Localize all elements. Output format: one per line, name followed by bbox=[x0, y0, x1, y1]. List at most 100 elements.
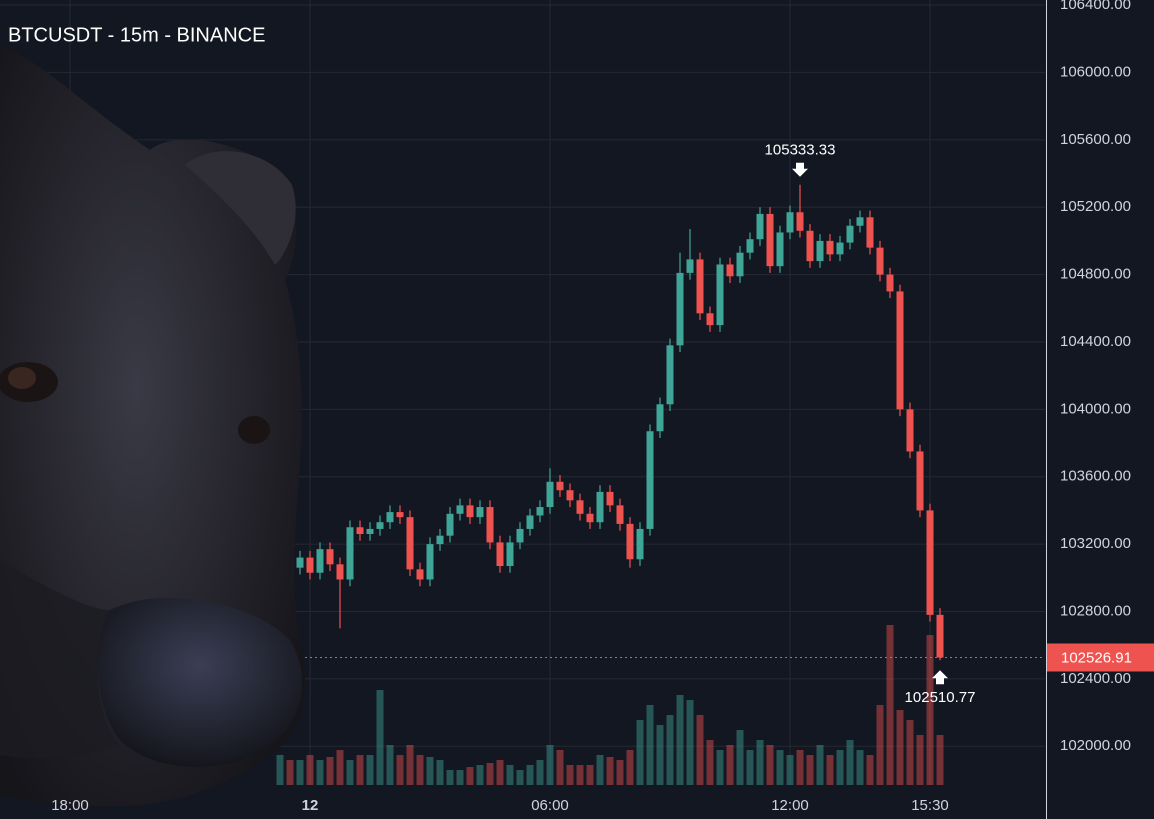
candle-body bbox=[466, 505, 474, 518]
bear-image bbox=[0, 45, 306, 807]
candle-body bbox=[446, 513, 454, 536]
candle-body bbox=[476, 507, 484, 518]
candle-body bbox=[906, 409, 914, 452]
candle-body bbox=[696, 259, 704, 314]
volume-bar bbox=[376, 690, 384, 785]
candle-body bbox=[736, 252, 744, 277]
volume-bar bbox=[616, 760, 624, 785]
candle-body bbox=[676, 272, 684, 346]
volume-bar bbox=[316, 760, 324, 785]
volume-bar bbox=[476, 765, 484, 785]
low-marker-arrow bbox=[932, 670, 948, 685]
candle-body bbox=[876, 247, 884, 275]
volume-bar bbox=[276, 755, 284, 785]
bear-ear bbox=[185, 151, 296, 265]
candle-body bbox=[306, 557, 314, 573]
candle-body bbox=[746, 239, 754, 253]
volume-bar bbox=[466, 767, 474, 785]
candle-body bbox=[776, 232, 784, 267]
volume-bar bbox=[416, 755, 424, 785]
volume-bar bbox=[556, 750, 564, 785]
candle-body bbox=[576, 500, 584, 514]
candle-body bbox=[716, 264, 724, 326]
volume-bar bbox=[756, 740, 764, 785]
volume-bar bbox=[396, 755, 404, 785]
candle-body bbox=[536, 507, 544, 516]
volume-bar bbox=[626, 750, 634, 785]
volume-bar bbox=[846, 740, 854, 785]
volume-bar bbox=[806, 755, 814, 785]
volume-bar bbox=[336, 750, 344, 785]
x-tick-label: 12 bbox=[302, 797, 319, 814]
volume-bar bbox=[786, 755, 794, 785]
volume-bar bbox=[446, 770, 454, 785]
candle-body bbox=[916, 451, 924, 511]
volume-bar bbox=[386, 745, 394, 785]
price-axis-background bbox=[1046, 0, 1154, 819]
volume-bar bbox=[406, 745, 414, 785]
candle-body bbox=[896, 291, 904, 410]
candle-body bbox=[356, 527, 364, 535]
last-price-tag bbox=[1047, 643, 1154, 672]
volume-bar bbox=[866, 755, 874, 785]
volume-bar bbox=[506, 765, 514, 785]
candle-body bbox=[846, 225, 854, 243]
candle-body bbox=[556, 481, 564, 491]
volume-bar bbox=[936, 735, 944, 785]
volume-bar bbox=[576, 765, 584, 785]
candle-body bbox=[656, 404, 664, 432]
candle-body bbox=[936, 614, 944, 658]
volume-bar bbox=[536, 760, 544, 785]
x-tick-label: 18:00 bbox=[51, 797, 89, 814]
high-marker-label: 105333.33 bbox=[765, 142, 836, 159]
candle-body bbox=[386, 512, 394, 523]
volume-bar bbox=[706, 740, 714, 785]
volume-bar bbox=[656, 725, 664, 785]
volume-bar bbox=[346, 760, 354, 785]
volume-bar bbox=[436, 760, 444, 785]
candle-body bbox=[416, 569, 424, 580]
volume-bar bbox=[566, 765, 574, 785]
volume-bar bbox=[666, 715, 674, 785]
y-tick-label: 106400.00 bbox=[1060, 0, 1131, 13]
volume-bar bbox=[886, 625, 894, 785]
candle-body bbox=[406, 517, 414, 570]
volume-bar bbox=[836, 750, 844, 785]
candle-body bbox=[706, 313, 714, 326]
candle-body bbox=[606, 491, 614, 506]
volume-bar bbox=[736, 730, 744, 785]
volume-bar bbox=[716, 750, 724, 785]
candle-body bbox=[566, 490, 574, 501]
y-tick-label: 102800.00 bbox=[1060, 602, 1131, 619]
volume-bar bbox=[726, 745, 734, 785]
candle-body bbox=[806, 230, 814, 262]
candle-body bbox=[726, 264, 734, 277]
volume-bar bbox=[826, 755, 834, 785]
candle-body bbox=[376, 522, 384, 529]
candle-body bbox=[766, 213, 774, 267]
volume-bar bbox=[306, 755, 314, 785]
y-tick-label: 104800.00 bbox=[1060, 266, 1131, 283]
candle-body bbox=[816, 240, 824, 262]
candle-body bbox=[856, 217, 864, 226]
volume-bar bbox=[596, 755, 604, 785]
x-tick-label: 06:00 bbox=[531, 797, 569, 814]
volume-bar bbox=[496, 760, 504, 785]
candle-body bbox=[426, 544, 434, 580]
volume-bar bbox=[916, 735, 924, 785]
last-price-label: 102526.91 bbox=[1061, 649, 1132, 666]
volume-bar bbox=[776, 750, 784, 785]
bear-nose bbox=[97, 597, 303, 767]
candle-body bbox=[526, 515, 534, 529]
candle-body bbox=[486, 507, 494, 543]
volume-bar bbox=[366, 755, 374, 785]
candle-body bbox=[516, 528, 524, 543]
candle-body bbox=[586, 513, 594, 523]
candle-body bbox=[836, 242, 844, 255]
y-tick-label: 106000.00 bbox=[1060, 63, 1131, 80]
volume-bar bbox=[926, 635, 934, 785]
low-marker-label: 102510.77 bbox=[905, 689, 976, 706]
y-tick-label: 105600.00 bbox=[1060, 131, 1131, 148]
candle-body bbox=[346, 527, 354, 580]
candle-body bbox=[666, 345, 674, 405]
